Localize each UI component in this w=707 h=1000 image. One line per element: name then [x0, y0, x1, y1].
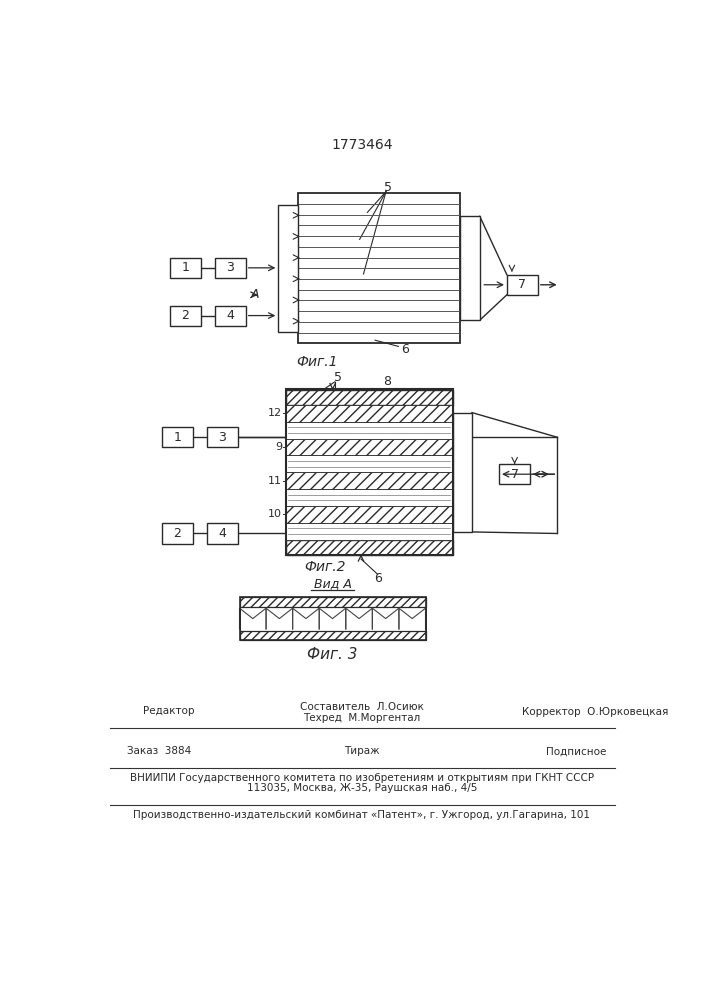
Text: A: A: [251, 288, 259, 301]
Bar: [286, 523, 452, 540]
Bar: [286, 389, 452, 555]
Text: 9: 9: [275, 442, 282, 452]
Bar: [170, 258, 201, 278]
Text: 2: 2: [173, 527, 182, 540]
Text: 8: 8: [382, 375, 391, 388]
Text: 4: 4: [218, 527, 226, 540]
Bar: [240, 597, 426, 640]
Text: Составитель  Л.Осиюк: Составитель Л.Осиюк: [300, 702, 424, 712]
Text: 3: 3: [218, 431, 226, 444]
Bar: [286, 439, 452, 455]
Text: 6: 6: [401, 343, 409, 356]
Bar: [215, 258, 246, 278]
Text: 11: 11: [268, 476, 282, 486]
Bar: [162, 523, 193, 544]
Bar: [207, 523, 238, 544]
Text: Производственно-издательский комбинат «Патент», г. Ужгород, ул.Гагарина, 101: Производственно-издательский комбинат «П…: [134, 810, 590, 820]
Text: 12: 12: [268, 408, 282, 418]
Bar: [507, 275, 538, 295]
Text: 1: 1: [173, 431, 182, 444]
Bar: [298, 193, 460, 343]
Text: 1: 1: [181, 261, 189, 274]
Bar: [215, 306, 246, 326]
Bar: [170, 306, 201, 326]
Bar: [286, 455, 452, 472]
Text: Заказ  3884: Заказ 3884: [127, 746, 192, 756]
Bar: [286, 540, 452, 555]
Bar: [240, 597, 426, 607]
Bar: [499, 464, 530, 484]
Text: 10: 10: [268, 509, 282, 519]
Text: Тираж: Тираж: [344, 746, 380, 756]
Text: 3: 3: [226, 261, 234, 274]
Bar: [286, 422, 452, 439]
Bar: [286, 506, 452, 523]
Bar: [286, 389, 452, 405]
Text: Корректор  О.Юрковецкая: Корректор О.Юрковецкая: [522, 707, 669, 717]
Text: 113035, Москва, Ж-35, Раушская наб., 4/5: 113035, Москва, Ж-35, Раушская наб., 4/5: [247, 783, 477, 793]
Text: Подписное: Подписное: [546, 746, 606, 756]
Text: 5: 5: [385, 181, 392, 194]
Bar: [162, 427, 193, 447]
Bar: [286, 405, 452, 422]
Text: 1773464: 1773464: [331, 138, 392, 152]
Bar: [452, 413, 472, 532]
Text: Фиг.2: Фиг.2: [304, 560, 346, 574]
Bar: [240, 631, 426, 640]
Text: 7: 7: [510, 468, 519, 481]
Text: Фиг. 3: Фиг. 3: [308, 647, 358, 662]
Bar: [279, 205, 298, 332]
Bar: [240, 607, 426, 631]
Text: 7: 7: [518, 278, 527, 291]
Text: 2: 2: [181, 309, 189, 322]
Text: Техред  М.Моргентал: Техред М.Моргентал: [303, 713, 421, 723]
Text: 6: 6: [374, 572, 382, 585]
Text: 5: 5: [334, 371, 342, 384]
Bar: [286, 472, 452, 489]
Text: Редактор: Редактор: [143, 706, 194, 716]
Bar: [207, 427, 238, 447]
Text: Фиг.1: Фиг.1: [296, 355, 338, 369]
Bar: [460, 216, 480, 320]
Text: 4: 4: [226, 309, 234, 322]
Text: Вид A: Вид A: [314, 577, 351, 590]
Text: ВНИИПИ Государственного комитета по изобретениям и открытиям при ГКНТ СССР: ВНИИПИ Государственного комитета по изоб…: [130, 773, 594, 783]
Bar: [286, 489, 452, 506]
